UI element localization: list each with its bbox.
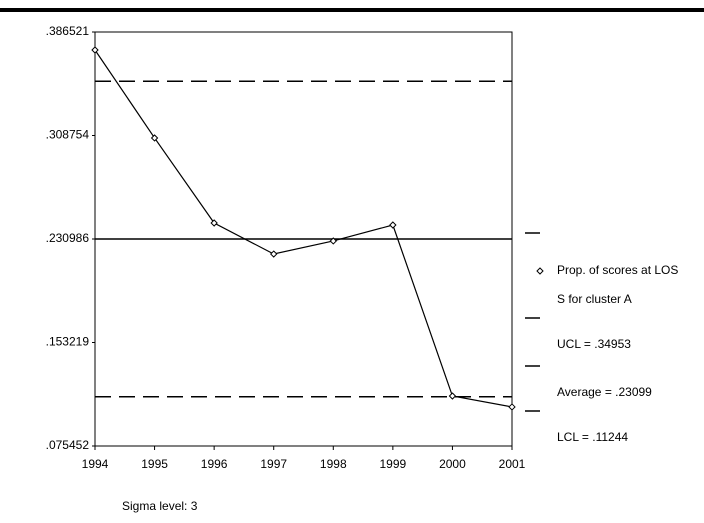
x-tick-label: 1996 <box>201 457 228 471</box>
footnote: Sigma level: 3 <box>122 499 198 513</box>
top-rule <box>0 8 704 12</box>
y-tick-label: .308754 <box>46 128 90 142</box>
legend-label: UCL = .34953 <box>557 337 631 351</box>
x-tick-label: 1999 <box>380 457 407 471</box>
x-tick-label: 2000 <box>439 457 466 471</box>
point <box>508 403 516 411</box>
point <box>329 237 337 245</box>
point <box>389 221 397 229</box>
point <box>270 250 278 258</box>
y-tick-label: .153219 <box>46 335 90 349</box>
legend-label: Prop. of scores at LOSS for cluster A <box>557 263 679 306</box>
legend-symbol <box>536 267 544 275</box>
x-tick-label: 1997 <box>260 457 287 471</box>
point <box>150 134 159 142</box>
x-tick-label: 2001 <box>499 457 526 471</box>
x-tick-label: 1995 <box>141 457 168 471</box>
series-line <box>94 49 513 408</box>
legend-label: LCL = .11244 <box>557 430 628 444</box>
point <box>448 392 457 400</box>
y-tick-label: .075452 <box>46 438 90 452</box>
y-tick-label: .386521 <box>46 24 90 38</box>
x-tick-label: 1994 <box>82 457 109 471</box>
x-tick-label: 1998 <box>320 457 347 471</box>
y-tick-label: .230986 <box>46 231 90 245</box>
point <box>210 219 218 227</box>
legend-label: Average = .23099 <box>557 385 652 399</box>
point <box>91 46 99 54</box>
